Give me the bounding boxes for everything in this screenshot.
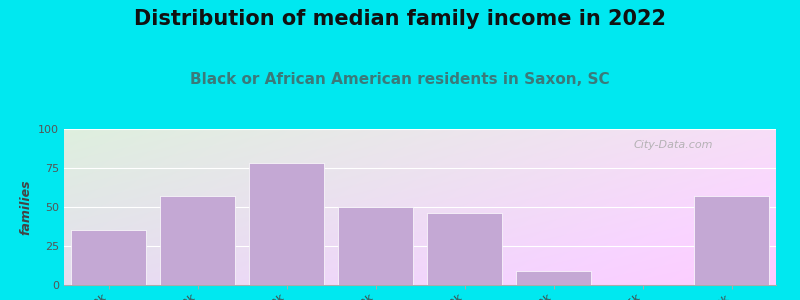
Bar — [694, 196, 770, 285]
Text: Distribution of median family income in 2022: Distribution of median family income in … — [134, 9, 666, 29]
Y-axis label: families: families — [19, 179, 33, 235]
Bar — [338, 207, 414, 285]
Text: City-Data.com: City-Data.com — [634, 140, 713, 150]
Bar — [516, 271, 591, 285]
Text: Black or African American residents in Saxon, SC: Black or African American residents in S… — [190, 72, 610, 87]
Bar — [70, 230, 146, 285]
Bar — [249, 163, 324, 285]
Bar — [160, 196, 235, 285]
Bar — [426, 213, 502, 285]
